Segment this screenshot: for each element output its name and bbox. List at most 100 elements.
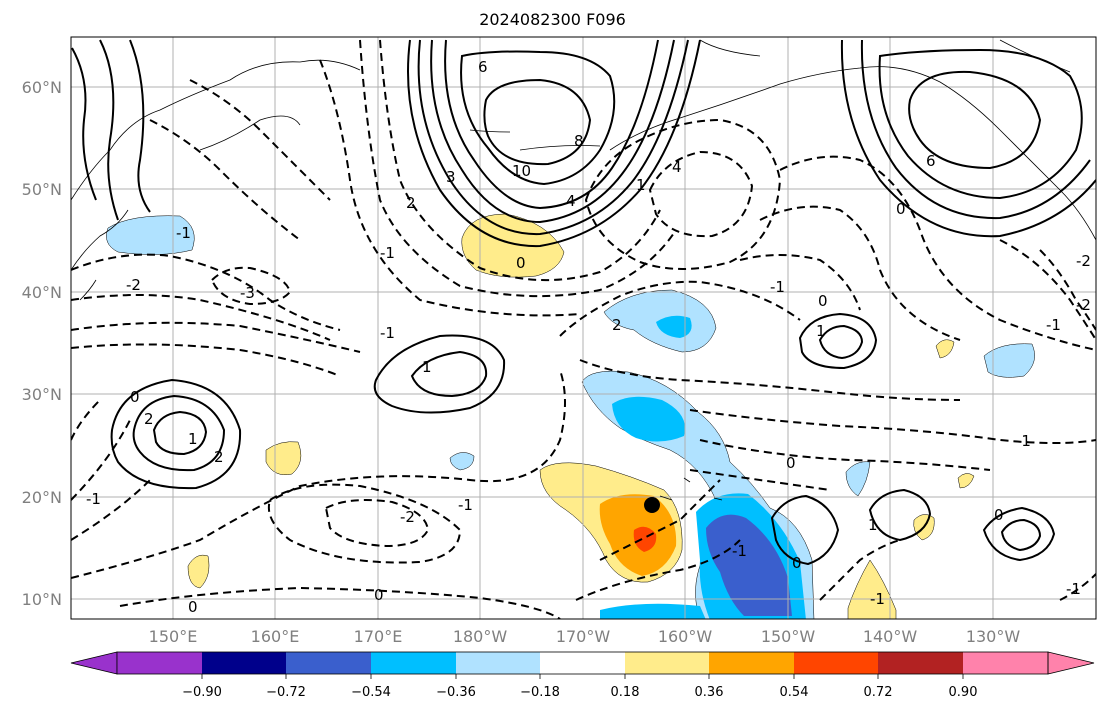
dash-11 (71, 399, 101, 441)
dash-17 (119, 586, 561, 619)
contour-n-h4 (444, 39, 659, 210)
dash-14 (71, 369, 566, 579)
colorbar-bin (963, 652, 1048, 674)
contour-label: -1 (770, 278, 785, 296)
contour-label: 0 (130, 388, 140, 406)
contour-label: 6 (926, 152, 936, 170)
shade-blue-main-a (612, 396, 686, 442)
colorbar-bin (117, 652, 202, 674)
contour-nw-1 (71, 47, 97, 201)
colorbar-bin (286, 652, 371, 674)
dash-3 (319, 59, 581, 317)
lon-label: 130°W (966, 627, 1021, 646)
lat-label: 30°N (22, 385, 62, 404)
contours (71, 39, 1096, 566)
dash-32 (1059, 573, 1096, 601)
contour-w-2 (132, 394, 226, 472)
colorbar-label: −0.72 (266, 685, 306, 700)
colorbar-label: −0.18 (520, 685, 560, 700)
shade-yellow-e1 (935, 339, 955, 359)
contour-label: 0 (516, 254, 526, 272)
colorbar-extend-low (70, 651, 118, 675)
lat-labels: 60°N 50°N 40°N 30°N 20°N 10°N (22, 78, 62, 609)
contour-label: 4 (672, 158, 682, 176)
dash-10 (71, 343, 341, 377)
contour-label: 3 (446, 168, 456, 186)
contour-e-5 (1000, 518, 1042, 552)
contour-nw-2 (99, 39, 119, 221)
dash-4 (189, 79, 331, 201)
contour-ne-h3 (878, 48, 1083, 200)
contour-label: 4 (566, 192, 576, 210)
lon-label: 160°W (658, 627, 713, 646)
shaded-fields (106, 213, 1035, 619)
contour-label: 6 (478, 58, 488, 76)
coast-aleutians (469, 129, 601, 151)
contour-ne-h1 (840, 39, 1096, 238)
shade-royal-main (706, 514, 792, 616)
colorbar-label: 0.36 (695, 685, 724, 700)
contour-e-1 (798, 312, 878, 370)
lon-label: 140°W (863, 627, 918, 646)
contour-n-h5 (460, 50, 616, 186)
dash-33 (819, 539, 901, 601)
dash-8 (210, 266, 292, 306)
contour-label: 0 (818, 292, 828, 310)
coast-alaska (609, 39, 1096, 241)
shade-lightblue-nw (106, 215, 195, 255)
lon-labels: 150°E 160°E 170°E 180°W 170°W 160°W 150°… (149, 627, 1021, 646)
dash-13 (71, 479, 151, 541)
contour-c-2 (410, 350, 488, 398)
dash-22 (689, 409, 1096, 444)
contour-label: 0 (188, 598, 198, 616)
shade-yellow-e2 (957, 473, 975, 489)
contour-label: -1 (176, 224, 191, 242)
lat-label: 60°N (22, 78, 62, 97)
contour-labels: 6 8 10 4 3 2 0 -1 -2 -3 -1 1 0 2 -1 -2 -… (86, 58, 1091, 616)
contour-label: -2 (1076, 296, 1091, 314)
colorbar: −0.90 −0.72 −0.54 −0.36 −0.18 0.18 0.36 … (70, 651, 1095, 700)
colorbar-label: 0.18 (611, 685, 640, 700)
lat-label: 50°N (22, 180, 62, 199)
contour-e-6 (770, 494, 840, 566)
colorbar-label: −0.36 (436, 685, 476, 700)
colorbar-bin (202, 652, 287, 674)
shade-yellow-w2 (187, 554, 210, 589)
contour-ne-h4 (908, 70, 1042, 170)
dash-6 (71, 253, 341, 331)
contour-label: 1 (868, 516, 878, 534)
contours-dashed (71, 39, 1096, 619)
contour-label: 1 (422, 358, 432, 376)
contour-label: -1 (1066, 580, 1081, 598)
contour-label: -2 (400, 508, 415, 526)
contour-label: 2 (406, 194, 416, 212)
colorbar-bin (456, 652, 541, 674)
colorbar-label: 0.90 (949, 685, 978, 700)
colorbar-label: −0.90 (182, 685, 222, 700)
dash-25 (779, 155, 1096, 351)
contour-ne-h2 (860, 39, 1091, 220)
contour-label: -2 (1076, 252, 1091, 270)
dash-24 (689, 469, 831, 491)
dash-20 (559, 280, 801, 337)
dash-12 (71, 419, 131, 501)
contour-label: -1 (458, 496, 473, 514)
contour-nw-3 (129, 39, 151, 213)
lon-label: 170°E (354, 627, 403, 646)
contour-w-1 (110, 378, 242, 490)
dash-21 (579, 359, 961, 401)
dash-27 (739, 254, 861, 311)
contour-label: 1 (636, 176, 646, 194)
dash-29 (1039, 249, 1096, 331)
shade-lightblue-small1 (449, 452, 475, 471)
colorbar-label: 0.72 (864, 685, 893, 700)
colorbar-bin (878, 652, 963, 674)
contour-label: 0 (896, 200, 906, 218)
colorbar-bin (540, 652, 625, 674)
lat-label: 40°N (22, 283, 62, 302)
dash-2 (359, 39, 677, 298)
contour-label: 0 (374, 586, 384, 604)
dash-31 (575, 539, 741, 601)
shade-yellow-north (461, 213, 565, 278)
